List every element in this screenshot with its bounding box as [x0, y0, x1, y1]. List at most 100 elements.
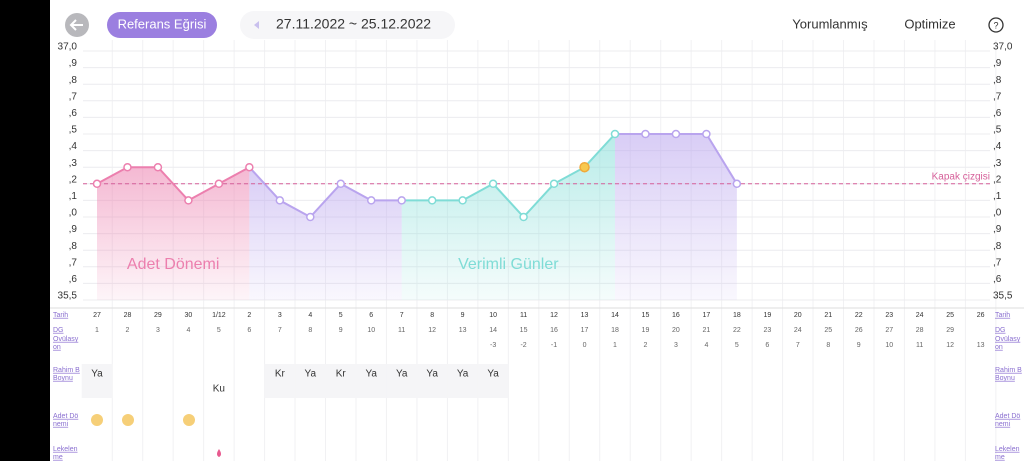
reference-button[interactable] [107, 12, 217, 38]
date-range: 27.11.2022 ~ 25.12.2022 [276, 16, 431, 32]
date-label: 12 [550, 312, 558, 319]
y-tick-label-right: 35,5 [993, 291, 1013, 302]
data-point [275, 196, 285, 205]
date-label: 9 [461, 312, 465, 319]
data-point [123, 162, 132, 172]
data-point [732, 179, 742, 189]
ovulation-value: 2 [644, 342, 648, 349]
ovulation-value: 7 [796, 342, 800, 349]
phase-label: Adet Dönemi [127, 256, 220, 273]
ovulation-value: 10 [885, 342, 893, 349]
data-point [641, 129, 650, 139]
ovulation-value: 8 [826, 342, 830, 349]
dg-value: 1 [95, 327, 99, 334]
y-tick-label: ,1 [69, 191, 78, 202]
y-tick-label: ,9 [69, 224, 78, 235]
dg-value: 21 [703, 327, 711, 334]
y-tick-label-right: 37,0 [993, 42, 1013, 53]
y-tick-label: ,8 [69, 241, 78, 252]
cervix-value: Ku [213, 384, 225, 395]
y-tick-label-right: ,7 [993, 257, 1002, 268]
data-point [549, 179, 559, 189]
data-point [427, 196, 437, 205]
cell-bg [264, 364, 296, 398]
date-label: 13 [581, 312, 589, 319]
date-label: 3 [278, 312, 282, 319]
y-tick-label-right: ,3 [993, 158, 1002, 169]
data-point [519, 212, 528, 222]
action[interactable]: Yorumlanmış [792, 16, 868, 31]
date-label: 10 [489, 312, 497, 319]
row-label-right: Ovülasy [995, 336, 1021, 343]
row-label-right: me [995, 454, 1005, 461]
date-label: 23 [885, 312, 893, 319]
y-tick-label: ,6 [69, 108, 78, 119]
y-tick-label: ,3 [69, 158, 78, 169]
dg-value: 26 [855, 327, 863, 334]
y-tick-label-right: ,0 [993, 208, 1002, 219]
cell-bg [355, 364, 387, 398]
cell-bg [325, 364, 356, 398]
date-label: 27 [93, 312, 101, 319]
data-point [610, 129, 620, 139]
ovulation-value: 9 [857, 342, 861, 349]
date-pill[interactable] [240, 11, 455, 39]
y-tick-label-right: ,9 [993, 224, 1002, 235]
ovulation-value: -3 [490, 342, 496, 349]
row-label-right: Boynu [995, 375, 1015, 382]
dg-value: 15 [520, 327, 528, 334]
row-label: DG [53, 327, 64, 334]
cell-bg [447, 364, 478, 398]
data-point [184, 196, 193, 205]
row-label: Lekelen [53, 446, 78, 453]
date-label: 18 [733, 312, 741, 319]
dg-value: 22 [733, 327, 741, 334]
row-label-right: Rahim B [995, 367, 1022, 374]
cervix-value: Ya [365, 369, 377, 380]
help-icon[interactable] [988, 17, 1004, 33]
data-point [488, 179, 498, 189]
row-label-right: nemi [995, 421, 1011, 428]
date-label: 6 [369, 312, 373, 319]
left-edge [0, 0, 50, 461]
phase-area [97, 167, 250, 300]
row-label: Ovülasy [53, 336, 79, 343]
date-label: 21 [824, 312, 832, 319]
date-label: 24 [916, 312, 924, 319]
date-label: 20 [794, 312, 802, 319]
y-tick-label: ,9 [69, 58, 78, 69]
phase-label: Verimli Günler [458, 256, 559, 273]
date-label: 25 [946, 312, 954, 319]
line-segment [96, 166, 250, 202]
y-tick-label: ,0 [69, 208, 78, 219]
row-label-right: DG [995, 327, 1006, 334]
date-label: 16 [672, 312, 680, 319]
dg-value: 10 [367, 327, 375, 334]
action[interactable]: Optimize [904, 16, 955, 31]
row-label: Rahim B [53, 367, 80, 374]
date-label: 15 [642, 312, 650, 319]
row-label-right: Lekelen [995, 446, 1020, 453]
date-label: 7 [400, 312, 404, 319]
date-label: 30 [185, 312, 193, 319]
data-point [458, 196, 467, 205]
period-icon [183, 414, 195, 426]
cover-line-label: Kapak çizgisi [932, 171, 990, 182]
dg-value: 18 [611, 327, 619, 334]
phase-area [614, 134, 737, 300]
row-label: Tarih [53, 312, 68, 319]
cervix-value: Kr [336, 369, 347, 380]
cervix-value: Ya [426, 369, 438, 380]
date-label: 2 [247, 312, 251, 319]
date-label: 17 [703, 312, 711, 319]
ovulation-value: -1 [551, 342, 557, 349]
row-label: on [53, 344, 61, 351]
cell-bg [81, 364, 113, 398]
dg-value: 16 [550, 327, 558, 334]
dg-value: 5 [217, 327, 221, 334]
dg-value: 12 [428, 327, 436, 334]
back-arrow [69, 19, 83, 31]
y-tick-label: ,5 [69, 125, 78, 136]
y-tick-label: ,6 [69, 274, 78, 285]
